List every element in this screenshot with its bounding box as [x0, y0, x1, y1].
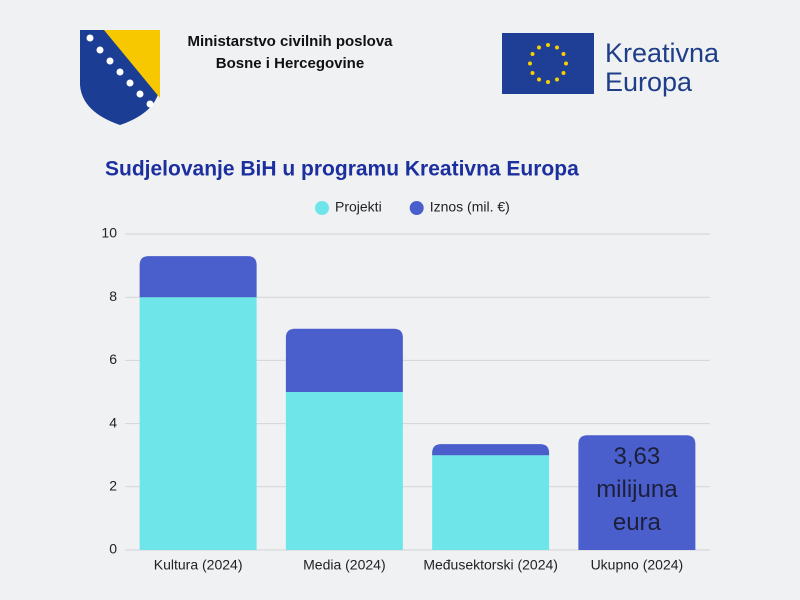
ministry-line: Ministarstvo civilnih poslova — [187, 33, 393, 50]
bar-segment — [432, 455, 550, 550]
bih-coat-of-arms — [80, 30, 160, 125]
bar-segment — [285, 328, 403, 392]
programme-name: Kreativna — [605, 38, 720, 68]
bar-segment — [139, 297, 257, 550]
ministry-line: Bosne i Hercegovine — [216, 55, 364, 72]
y-tick-label: 8 — [109, 288, 117, 304]
value-label: 3,63 milijuna eura — [596, 443, 678, 537]
y-tick-label: 2 — [109, 478, 117, 494]
x-tick-label: Media (2024) — [303, 557, 386, 573]
y-tick-label: 10 — [101, 225, 117, 241]
eu-flag — [502, 33, 594, 94]
x-tick-label: Ukupno (2024) — [591, 557, 684, 573]
programme-name: Europa — [605, 67, 693, 97]
x-tick-label: Kultura (2024) — [154, 557, 243, 573]
legend-swatch — [315, 201, 329, 215]
bar-segment — [432, 444, 550, 456]
y-tick-label: 0 — [109, 541, 117, 557]
bar-segment — [139, 256, 257, 298]
bar-segment — [285, 392, 403, 550]
legend-label: Projekti — [335, 199, 382, 215]
x-tick-label: Međusektorski (2024) — [423, 557, 558, 573]
bar-segment — [578, 435, 696, 550]
y-tick-label: 4 — [109, 414, 117, 430]
legend-swatch — [409, 201, 424, 215]
y-tick-label: 6 — [109, 351, 117, 367]
legend-label: Iznos (mil. €) — [430, 199, 510, 215]
chart-title: Sudjelovanje BiH u programu Kreativna Eu… — [105, 158, 579, 181]
